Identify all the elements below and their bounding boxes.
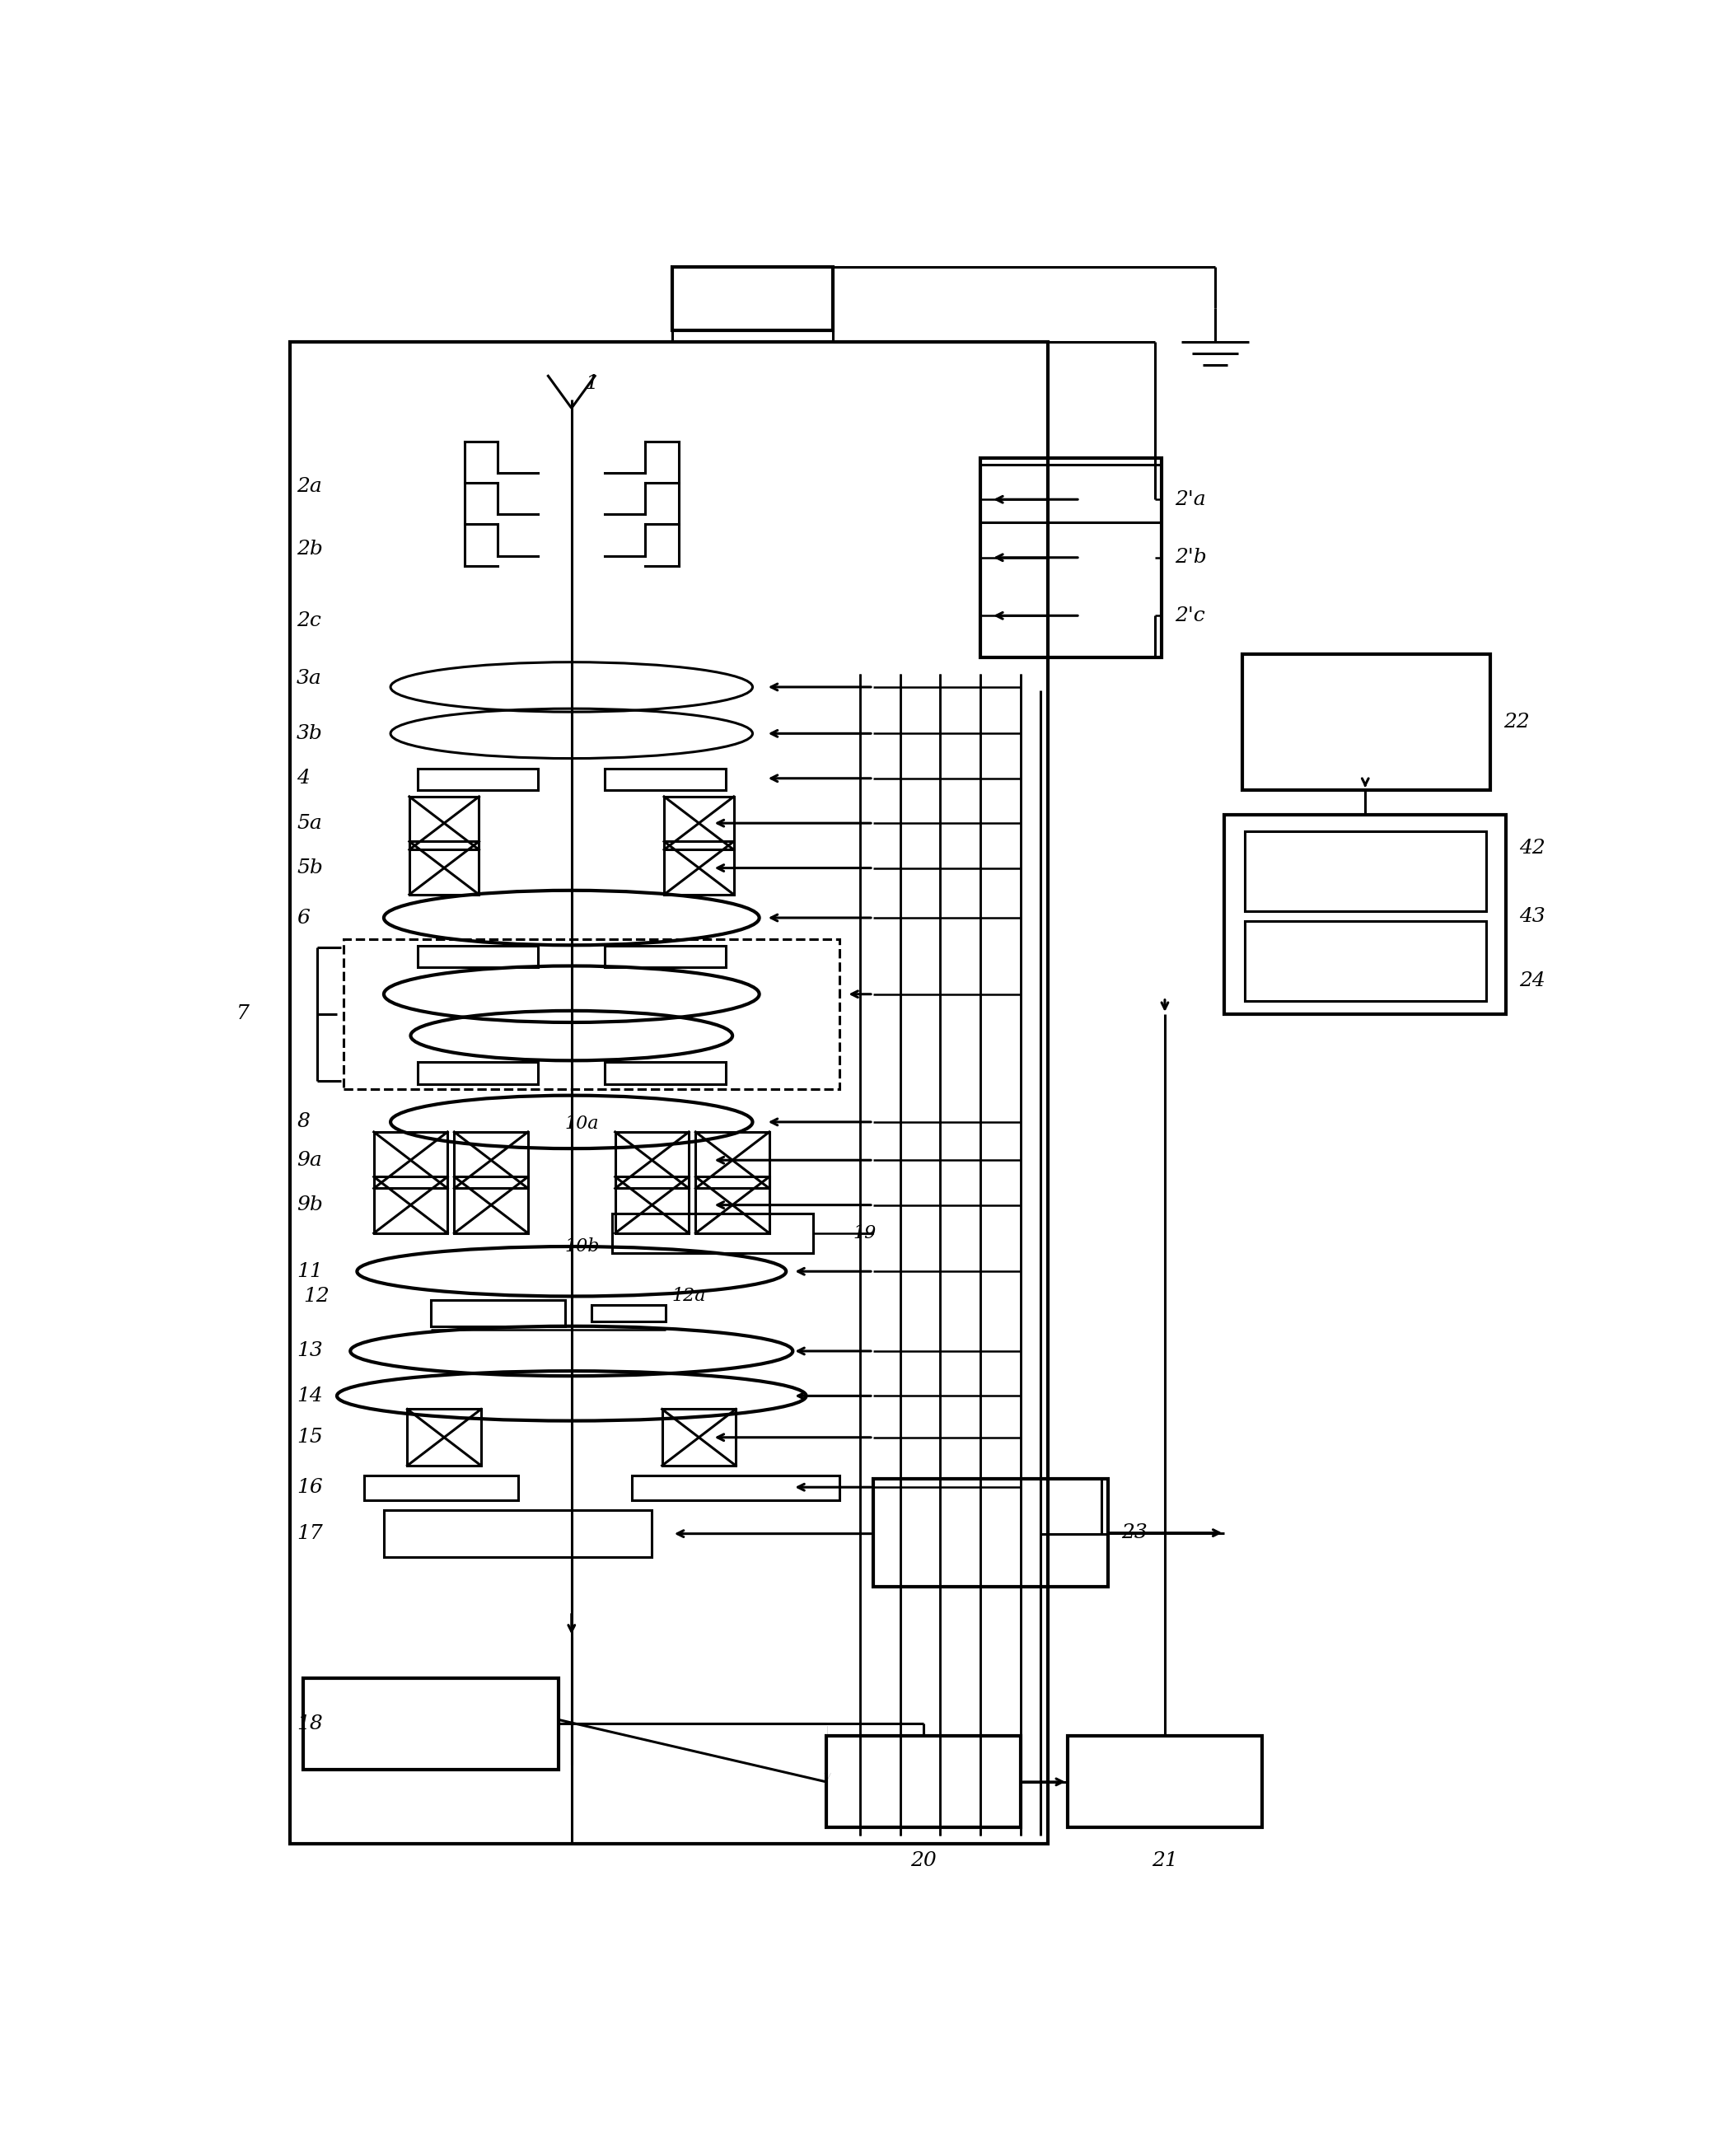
- Bar: [455, 1132, 528, 1188]
- Bar: [592, 1304, 666, 1322]
- Bar: [374, 1177, 448, 1233]
- Bar: [695, 1132, 770, 1188]
- Text: 10b: 10b: [566, 1238, 600, 1255]
- Text: 12a: 12a: [671, 1287, 706, 1304]
- Text: 3b: 3b: [298, 724, 324, 744]
- Text: 9a: 9a: [298, 1151, 322, 1171]
- Bar: [1067, 1736, 1263, 1828]
- Bar: [663, 1410, 735, 1466]
- Text: 17: 17: [298, 1524, 324, 1544]
- Text: 16: 16: [298, 1477, 324, 1496]
- Text: 2'c: 2'c: [1175, 606, 1206, 625]
- Text: 2'a: 2'a: [1175, 489, 1206, 509]
- Bar: [417, 946, 538, 968]
- Bar: [606, 768, 727, 789]
- Bar: [291, 341, 1047, 1843]
- Bar: [410, 796, 479, 849]
- Bar: [664, 796, 734, 849]
- Text: 2a: 2a: [298, 476, 322, 496]
- Text: 12: 12: [303, 1287, 329, 1307]
- Bar: [417, 768, 538, 789]
- Bar: [874, 1479, 1107, 1587]
- Text: 9b: 9b: [298, 1197, 324, 1214]
- Bar: [1244, 832, 1486, 912]
- Bar: [695, 1177, 770, 1233]
- Bar: [407, 1410, 481, 1466]
- Text: 15: 15: [298, 1427, 324, 1447]
- Text: 10a: 10a: [566, 1115, 599, 1132]
- Text: 18: 18: [298, 1714, 324, 1733]
- Bar: [374, 1132, 448, 1188]
- Bar: [606, 1063, 727, 1084]
- Text: 22: 22: [1503, 711, 1529, 731]
- Bar: [1242, 653, 1490, 789]
- Text: 23: 23: [1121, 1524, 1147, 1542]
- Bar: [981, 457, 1161, 658]
- Text: 2'b: 2'b: [1175, 548, 1208, 567]
- Bar: [631, 1475, 839, 1501]
- Bar: [606, 946, 727, 968]
- Text: 1: 1: [585, 373, 599, 392]
- Text: 2c: 2c: [298, 610, 322, 630]
- Bar: [417, 1063, 538, 1084]
- Text: 24: 24: [1519, 972, 1545, 990]
- Text: 8: 8: [298, 1112, 310, 1132]
- Bar: [410, 841, 479, 895]
- Bar: [1225, 815, 1507, 1013]
- Bar: [344, 940, 839, 1089]
- Text: 6: 6: [298, 908, 310, 927]
- Bar: [363, 1475, 517, 1501]
- Text: 43: 43: [1519, 908, 1545, 925]
- Bar: [612, 1214, 813, 1253]
- Text: 42: 42: [1519, 839, 1545, 858]
- Text: 21: 21: [1152, 1852, 1178, 1869]
- Bar: [827, 1736, 1021, 1828]
- Text: 4: 4: [298, 770, 310, 787]
- Text: 11: 11: [298, 1261, 324, 1281]
- Text: 14: 14: [298, 1386, 324, 1406]
- Bar: [671, 267, 834, 330]
- Bar: [664, 841, 734, 895]
- Bar: [455, 1177, 528, 1233]
- Text: 2b: 2b: [298, 539, 324, 558]
- Text: 19: 19: [853, 1225, 877, 1242]
- Text: 13: 13: [298, 1341, 324, 1360]
- Bar: [616, 1177, 689, 1233]
- Text: 5b: 5b: [298, 858, 324, 877]
- Bar: [616, 1132, 689, 1188]
- Bar: [384, 1511, 652, 1557]
- Bar: [303, 1677, 559, 1770]
- Text: 20: 20: [910, 1852, 936, 1869]
- Text: 5a: 5a: [298, 813, 322, 832]
- Bar: [1244, 921, 1486, 1000]
- Text: 7: 7: [237, 1005, 249, 1024]
- Bar: [431, 1300, 566, 1326]
- Text: 3a: 3a: [298, 668, 322, 688]
